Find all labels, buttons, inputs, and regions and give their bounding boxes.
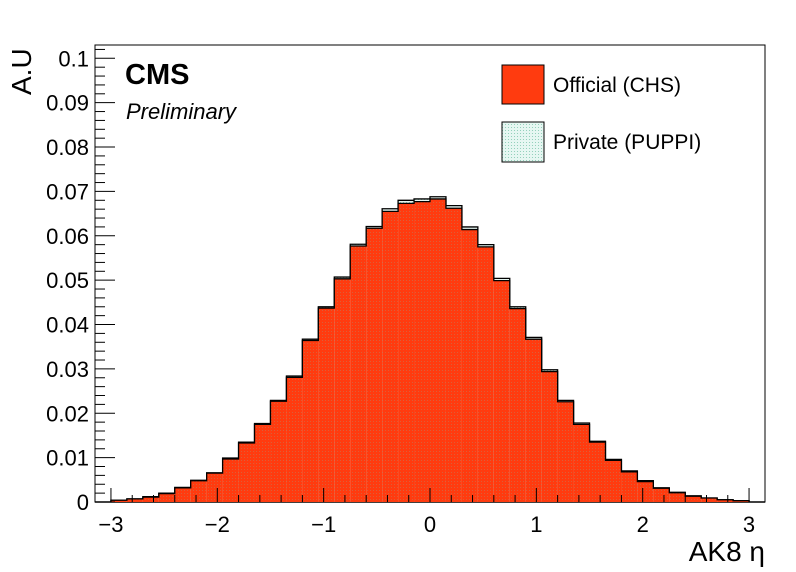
y-tick-label-8: 0.08 [46, 135, 89, 160]
official-bin-14 [334, 278, 351, 502]
official-bin-1 [126, 498, 143, 502]
y-tick-label-5: 0.05 [46, 268, 89, 293]
official-bin-7 [222, 458, 239, 502]
y-tick-label-1: 0.01 [46, 446, 89, 471]
y-tick-label-2: 0.02 [46, 401, 89, 426]
x-tick-label-0: −3 [98, 512, 123, 537]
official-bin-6 [206, 473, 223, 502]
y-tick-label-3: 0.03 [46, 357, 89, 382]
official-bin-11 [286, 377, 303, 502]
official-bin-12 [302, 340, 319, 502]
official-bin-39 [733, 500, 750, 502]
official-bin-28 [557, 401, 574, 502]
y-tick-label-10: 0.1 [58, 46, 89, 71]
official-bin-35 [669, 492, 686, 502]
y-tick-label-0: 0 [77, 490, 89, 515]
x-tick-labels: −3 −2 −1 0 1 2 3 [98, 512, 755, 537]
official-bin-26 [525, 339, 542, 502]
x-tick-label-3: 0 [424, 512, 436, 537]
official-bin-9 [254, 424, 271, 502]
official-bin-22 [461, 229, 478, 502]
y-tick-labels: 0 0.01 0.02 0.03 0.04 0.05 0.06 0.07 0.08 0.09 0.1 [46, 46, 89, 515]
cms-label: CMS [125, 59, 189, 91]
legend: Official (CHS) Private (PUPPI) [501, 64, 701, 163]
official-bin-17 [382, 211, 399, 503]
official-bin-8 [238, 442, 255, 502]
official-bin-5 [190, 480, 207, 502]
official-bin-3 [158, 493, 175, 502]
official-bin-2 [142, 497, 159, 502]
legend-label-official: Official (CHS) [553, 74, 681, 97]
official-bin-38 [717, 499, 734, 502]
legend-label-private: Private (PUPPI) [553, 131, 701, 154]
official-bin-25 [509, 308, 526, 502]
official-bin-16 [366, 228, 383, 502]
x-tick-label-6: 3 [743, 512, 755, 537]
x-axis-title: AK8 η [689, 536, 765, 567]
x-tick-label-5: 2 [637, 512, 649, 537]
official-bin-23 [477, 246, 494, 502]
official-bin-10 [270, 401, 287, 502]
y-axis-title: A.U [6, 48, 37, 95]
official-bin-34 [653, 488, 670, 502]
official-bin-24 [493, 280, 510, 502]
y-tick-label-9: 0.09 [46, 91, 89, 116]
y-tick-label-7: 0.07 [46, 179, 89, 204]
official-bin-31 [605, 460, 622, 502]
official-bin-37 [701, 498, 718, 502]
y-tick-label-6: 0.06 [46, 224, 89, 249]
official-bin-18 [398, 203, 415, 502]
y-tick-label-4: 0.04 [46, 313, 89, 338]
official-bin-15 [350, 245, 367, 502]
axis-ticks [95, 48, 750, 503]
official-bin-21 [445, 208, 462, 503]
preliminary-label: Preliminary [126, 99, 238, 124]
official-bin-33 [637, 481, 654, 502]
x-tick-label-1: −2 [205, 512, 230, 537]
x-tick-label-2: −1 [311, 512, 336, 537]
official-bin-27 [541, 371, 558, 502]
legend-swatch-official [501, 64, 545, 105]
official-bin-0 [110, 500, 127, 502]
official-bin-19 [414, 201, 430, 503]
official-bin-36 [685, 496, 702, 502]
official-bin-29 [573, 424, 590, 502]
official-bin-32 [621, 471, 638, 502]
official-bin-30 [589, 442, 606, 502]
official-chs-series [110, 198, 750, 503]
x-tick-label-4: 1 [530, 512, 542, 537]
official-bin-4 [174, 487, 191, 502]
official-bin-13 [318, 308, 335, 502]
official-bin-20 [430, 198, 446, 502]
legend-swatch-private [501, 121, 545, 163]
official-outline [110, 198, 750, 502]
